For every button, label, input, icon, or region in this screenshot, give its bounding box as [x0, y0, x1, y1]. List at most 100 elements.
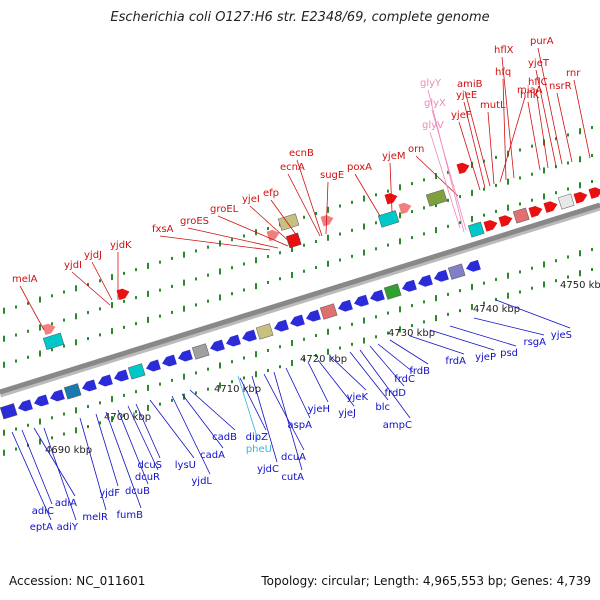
tick-mark [303, 357, 305, 361]
tick-mark [483, 301, 485, 305]
tick-mark [51, 416, 53, 420]
reverse-strand-gene-shape [191, 343, 210, 360]
tick-mark [123, 413, 125, 417]
tick-mark [387, 243, 389, 247]
reverse-strand-gene-shape [402, 279, 417, 292]
tick-mark [3, 307, 5, 314]
tick-mark [63, 412, 65, 416]
forward-strand-gene [528, 205, 543, 218]
tick-mark [519, 290, 521, 294]
forward-gene-label-leader [535, 88, 549, 169]
reverse-gene-label: lysU [175, 460, 196, 471]
tick-mark [147, 262, 149, 269]
tick-mark [495, 297, 497, 301]
tick-mark [15, 447, 17, 451]
tick-mark [435, 315, 437, 322]
tick-mark [423, 206, 425, 210]
reverse-gene-leader [369, 345, 405, 387]
tick-mark [459, 309, 461, 313]
gene-block-shape [42, 332, 65, 351]
reverse-strand-gene [354, 294, 369, 307]
tick-mark [39, 438, 41, 445]
forward-strand-gene-shape [384, 193, 398, 205]
reverse-gene-label: dcuA [281, 452, 306, 463]
tick-mark [351, 200, 353, 204]
tick-mark [63, 318, 65, 322]
forward-gene-label-leader [249, 205, 293, 245]
tick-mark [75, 313, 77, 320]
tick-mark [339, 232, 341, 236]
reverse-strand-gene [434, 269, 449, 282]
forward-gene-label: yjdK [110, 240, 132, 251]
reverse-gene-leader [117, 409, 149, 485]
reverse-gene-label: yjeJ [338, 408, 356, 419]
tick-mark [27, 423, 29, 427]
reverse-strand-gene-shape [127, 363, 146, 380]
forward-gene-label-leader [296, 159, 323, 237]
tick-mark [531, 286, 533, 290]
tick-mark [231, 360, 233, 364]
tick-mark [147, 290, 149, 297]
tick-mark [411, 304, 413, 308]
reverse-strand-gene-shape [63, 383, 82, 400]
reverse-strand-gene [191, 343, 210, 360]
tick-mark [39, 296, 41, 303]
tick-mark [339, 258, 341, 262]
forward-gene-label: fxsA [152, 224, 174, 235]
forward-strand-gene-shape [557, 193, 575, 210]
trna-gene-leader [237, 375, 259, 441]
reverse-gene-label: aspA [287, 420, 312, 431]
tick-mark [231, 266, 233, 270]
tick-mark [483, 213, 485, 217]
tick-mark [255, 351, 257, 358]
tick-mark [303, 337, 305, 341]
tick-mark [219, 294, 221, 301]
forward-strand-gene [116, 288, 130, 300]
tick-mark [411, 182, 413, 186]
reverse-strand-gene-shape [18, 399, 33, 412]
forward-gene-label: nsrR [549, 81, 572, 92]
forward-strand-gene [320, 215, 334, 227]
tick-mark [447, 170, 449, 174]
reverse-gene-leader [189, 389, 236, 431]
forward-gene-label-leader [19, 285, 45, 331]
tick-mark [15, 305, 17, 309]
tick-mark [87, 337, 89, 341]
reverse-strand-gene [50, 389, 65, 402]
forward-strand-gene [512, 207, 530, 224]
tick-mark [111, 274, 113, 281]
forward-gene-label: ecnB [289, 148, 314, 159]
tick-mark [471, 303, 473, 310]
reverse-gene-leader [449, 325, 517, 347]
tick-mark [267, 368, 269, 372]
tick-mark [87, 283, 89, 287]
tick-mark [243, 262, 245, 266]
forward-gene-label: hflC [528, 77, 548, 88]
reverse-strand-gene [338, 299, 353, 312]
tick-mark [159, 260, 161, 264]
reverse-strand-gene [319, 303, 338, 320]
forward-strand-gene [456, 162, 470, 175]
reverse-gene-leader [79, 417, 107, 511]
tick-mark [459, 289, 461, 293]
kbp-label: 4690 kbp [45, 445, 92, 456]
forward-gene-label-leader [415, 155, 459, 197]
gene-block [42, 332, 65, 351]
tick-mark [315, 240, 317, 244]
reverse-strand-gene [162, 354, 177, 367]
forward-gene-label: yjdJ [84, 250, 102, 261]
reverse-gene-leader [377, 343, 414, 373]
forward-gene-label: hfq [495, 67, 511, 78]
tick-mark [567, 161, 569, 165]
forward-gene-label-leader [487, 111, 495, 185]
reverse-strand-gene [418, 274, 433, 287]
tick-mark [51, 436, 53, 440]
tick-mark [375, 193, 377, 197]
tick-mark [399, 326, 401, 333]
reverse-strand-gene-shape [319, 303, 338, 320]
tick-mark [195, 303, 197, 307]
forward-strand-gene [467, 221, 485, 238]
reverse-gene-label: frdC [394, 374, 415, 385]
reverse-strand-gene-shape [178, 349, 193, 362]
tick-mark [579, 250, 581, 257]
